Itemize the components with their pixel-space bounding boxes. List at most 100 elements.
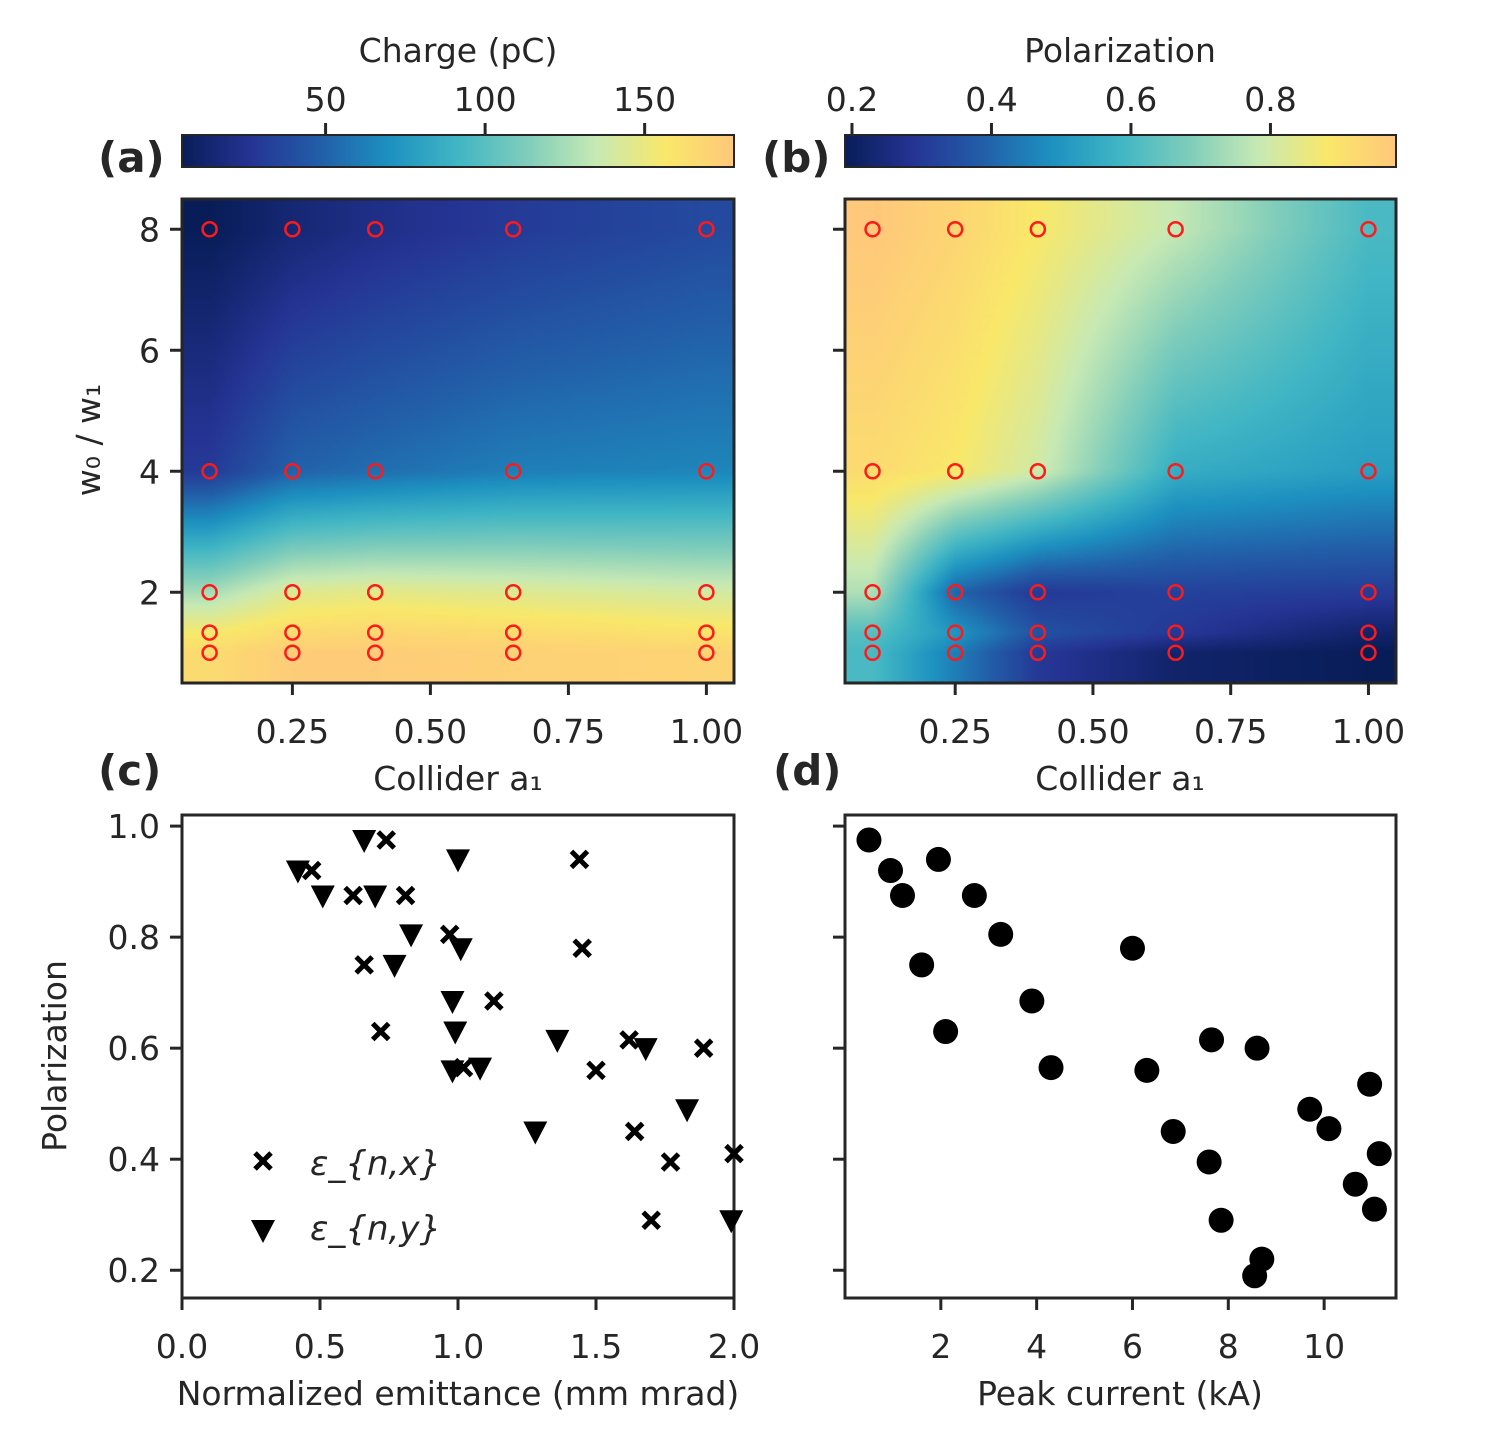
marker-stroke	[343, 885, 363, 906]
point-circle-marker	[1160, 1118, 1186, 1144]
point-triangle-marker	[446, 849, 470, 873]
y-tick-label: 0.4	[108, 1140, 160, 1179]
colorbar-tick-label: 150	[613, 80, 676, 119]
x-tick-label: 0.75	[1194, 712, 1267, 751]
point-x-marker	[641, 1210, 661, 1231]
sample-point	[284, 221, 301, 238]
sample-point	[1167, 463, 1184, 480]
point-circle-marker	[1361, 1196, 1387, 1222]
point-triangle-marker	[352, 829, 377, 853]
point-circle-marker	[1297, 1096, 1323, 1122]
scatter-c-legend: ε_{n,x} ε_{n,y}	[251, 1144, 441, 1249]
y-tick-label: 0.8	[108, 918, 160, 957]
sample-point	[284, 644, 301, 661]
point-x-marker	[624, 1121, 645, 1142]
x-tick-label: 0.5	[294, 1327, 346, 1366]
colorbar-tick-label: 0.8	[1244, 80, 1296, 119]
heatmap-b-axes: 0.25 0.50 0.75 1.00	[833, 227, 1405, 751]
point-triangle-marker	[382, 954, 407, 978]
panel-b-xlabel: Collider a₁	[1035, 759, 1205, 798]
sample-point	[201, 584, 218, 601]
legend-label-y: ε_{n,y}	[310, 1209, 441, 1249]
point-circle-marker	[889, 883, 915, 908]
heatmap-a-sample-points	[201, 221, 715, 661]
colorbar-b-title: Polarization	[1024, 31, 1216, 70]
x-tick-label: 4	[1026, 1327, 1047, 1366]
marker-stroke	[395, 885, 416, 906]
sample-point	[1167, 644, 1184, 661]
heatmap-a: 0.25 0.50 0.75 1.00 2 4 6 8	[139, 197, 743, 751]
heatmap-b: 0.25 0.50 0.75 1.00	[833, 197, 1405, 751]
point-triangle-marker	[363, 885, 388, 909]
point-x-marker	[619, 1030, 639, 1050]
sample-point	[1360, 624, 1377, 641]
x-tick-label: 1.00	[670, 712, 743, 751]
sample-point	[201, 624, 218, 641]
sample-point	[1029, 463, 1047, 480]
marker-stroke	[572, 938, 592, 959]
sample-point	[201, 463, 218, 480]
sample-point	[698, 221, 715, 238]
marker-stroke	[354, 955, 374, 975]
marker-stroke	[693, 1038, 714, 1058]
sample-point	[946, 644, 964, 661]
sample-point	[1029, 644, 1047, 661]
legend-marker-x	[253, 1151, 273, 1171]
panel-d-label: (d)	[773, 746, 841, 795]
point-x-marker	[370, 1021, 391, 1042]
point-circle-marker	[1357, 1071, 1383, 1097]
scatter-c-points	[285, 829, 744, 1234]
legend-label-x: ε_{n,x}	[310, 1144, 441, 1184]
marker-stroke	[484, 991, 504, 1011]
y-tick-label: 8	[139, 210, 160, 249]
panel-a: (a) Charge (pC) 50 100 150 0.25 0.50 0.75 1.0…	[69, 31, 743, 798]
sample-point	[946, 584, 964, 601]
marker-stroke	[724, 1143, 744, 1164]
point-triangle-marker	[719, 1210, 744, 1234]
point-circle-marker	[1119, 935, 1145, 961]
sample-point	[284, 463, 301, 480]
point-x-marker	[724, 1143, 744, 1164]
marker-stroke	[569, 849, 590, 870]
colorbar-a-gradient	[181, 134, 735, 168]
point-circle-marker	[1244, 1035, 1270, 1061]
x-tick-label: 0.25	[918, 712, 991, 751]
marker-stroke	[376, 830, 397, 850]
panel-c-xlabel: Normalized emittance (mm mrad)	[177, 1374, 740, 1413]
sample-point	[366, 584, 384, 601]
heatmap-a-frame	[180, 197, 736, 685]
y-tick-label: 2	[139, 573, 160, 612]
sample-point	[946, 624, 964, 641]
panel-d-xlabel: Peak current (kA)	[977, 1374, 1263, 1413]
point-triangle-marker	[399, 924, 424, 948]
x-tick-label: 6	[1122, 1327, 1143, 1366]
sample-point	[366, 221, 384, 238]
sample-point	[946, 221, 964, 238]
colorbar-a: 50 100 150	[181, 80, 735, 168]
sample-point	[1167, 221, 1184, 238]
colorbar-b-ticks: 0.2 0.4 0.6 0.8	[826, 80, 1297, 135]
point-x-marker	[343, 885, 363, 906]
point-circle-marker	[909, 952, 935, 978]
x-tick-label: 0.50	[1056, 712, 1129, 751]
y-tick-label: 0.2	[108, 1251, 160, 1290]
sample-point	[504, 624, 522, 641]
point-triangle-marker	[448, 938, 473, 962]
sample-point	[864, 221, 881, 238]
x-tick-label: 0.75	[532, 712, 605, 751]
sample-point	[366, 624, 384, 641]
point-x-marker	[569, 849, 590, 870]
colorbar-tick-label: 0.2	[826, 80, 878, 119]
sample-point	[1029, 584, 1047, 601]
colorbar-a-ticks: 50 100 150	[305, 80, 676, 135]
point-triangle-marker	[675, 1099, 700, 1123]
sample-point	[1360, 463, 1377, 480]
panel-b: (b) Polarization 0.2 0.4 0.6 0.8 0.25 0.50 0.…	[762, 31, 1405, 798]
panel-c-label: (c)	[98, 746, 161, 795]
x-tick-label: 0.25	[256, 712, 329, 751]
point-triangle-marker	[440, 990, 465, 1014]
sample-point	[504, 463, 522, 480]
colorbar-tick-label: 100	[454, 80, 517, 119]
panel-d: (d) 2 4 6 8 10 Peak current (kA)	[773, 746, 1398, 1413]
